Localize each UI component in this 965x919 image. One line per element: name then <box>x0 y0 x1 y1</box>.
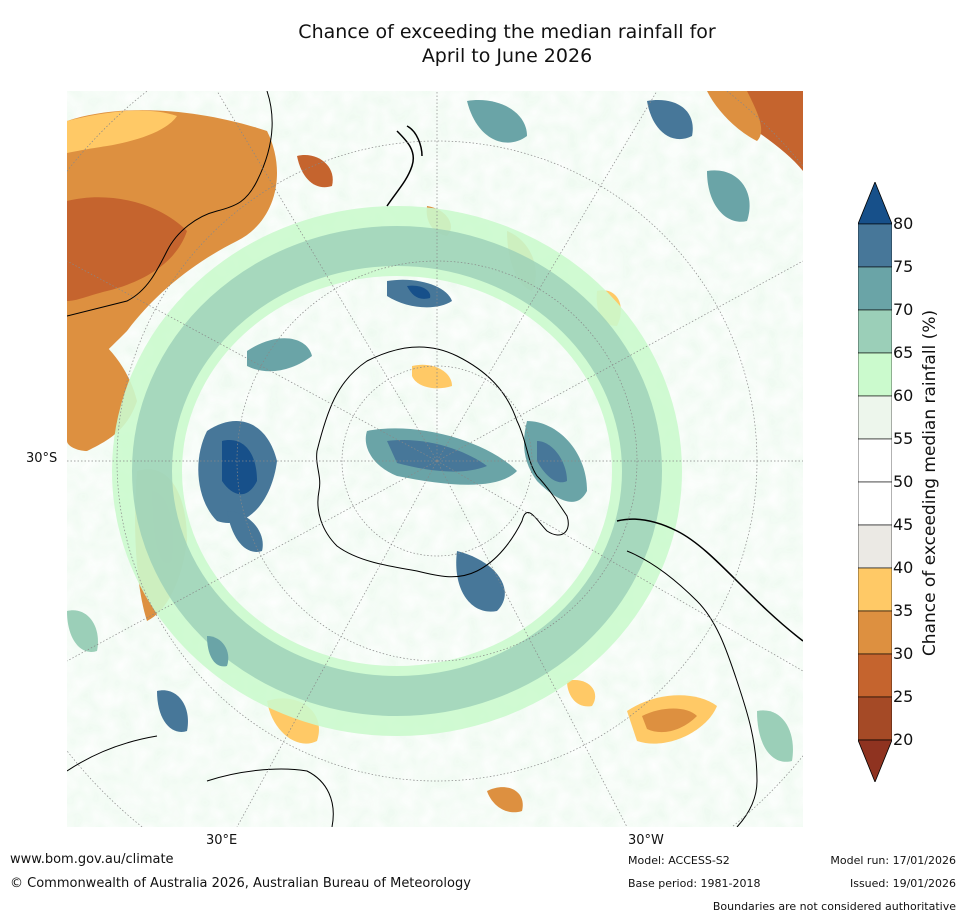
footer-base-period: Base period: 1981-2018 <box>628 877 761 890</box>
colorbar-bin-60-65 <box>858 352 892 397</box>
colorbar-bin-65-70 <box>858 309 892 354</box>
footer-model: Model: ACCESS-S2 <box>628 854 730 867</box>
colorbar-tick-25: 25 <box>893 687 914 706</box>
colorbar-tick-40: 40 <box>893 558 914 577</box>
colorbar-bin-70-75 <box>858 266 892 311</box>
footer-issued: Issued: 19/01/2026 <box>849 877 956 890</box>
colorbar-over-arrow <box>858 182 892 225</box>
footer-website: www.bom.gov.au/climate <box>10 852 174 867</box>
lon-label-30e: 30°E <box>206 833 238 848</box>
colorbar-tick-35: 35 <box>893 601 914 620</box>
colorbar-tick-60: 60 <box>893 386 914 405</box>
colorbar-tick-80: 80 <box>893 214 914 233</box>
title-line-2: April to June 2026 <box>421 45 593 67</box>
footer-model-run: Model run: 17/01/2026 <box>830 854 956 867</box>
colorbar-bin-35-40 <box>858 567 892 612</box>
graticule <box>67 91 803 827</box>
africa-coastline <box>67 91 273 317</box>
lat-label-30s: 30°S <box>26 451 58 466</box>
colorbar-tick-55: 55 <box>893 429 914 448</box>
south-america-coastline-2 <box>626 550 758 827</box>
colorbar-bin-75-80 <box>858 223 892 268</box>
rainfall-probability-map <box>67 91 803 827</box>
australia-coastline <box>67 735 334 827</box>
footer-disclaimer: Boundaries are not considered authoritat… <box>712 900 956 913</box>
colorbar-bin-50-55 <box>858 438 892 483</box>
colorbar-tick-65: 65 <box>893 343 914 362</box>
footer-copyright: © Commonwealth of Australia 2026, Austra… <box>10 876 471 891</box>
map-title: Chance of exceeding the median rainfall … <box>0 20 965 68</box>
new-zealand-coastline <box>386 125 423 207</box>
colorbar-bin-25-30 <box>858 653 892 698</box>
colorbar-under-arrow <box>858 739 892 782</box>
colorbar-tick-75: 75 <box>893 257 914 276</box>
colorbar-bin-55-60 <box>858 395 892 440</box>
colorbar-bin-30-35 <box>858 610 892 655</box>
colorbar-tick-20: 20 <box>893 730 914 749</box>
colorbar-bin-45-50 <box>858 481 892 526</box>
lon-label-30w: 30°W <box>628 833 664 848</box>
colorbar-bin-20-25 <box>858 696 892 741</box>
wet-anomaly-regions <box>67 100 793 762</box>
colorbar <box>858 182 892 782</box>
colorbar-tick-30: 30 <box>893 644 914 663</box>
title-line-1: Chance of exceeding the median rainfall … <box>298 21 716 43</box>
colorbar-bin-40-45 <box>858 524 892 569</box>
colorbar-label: Chance of exceeding median rainfall (%) <box>920 309 940 657</box>
colorbar-tick-45: 45 <box>893 515 914 534</box>
colorbar-tick-50: 50 <box>893 472 914 491</box>
antarctica-outline <box>316 346 569 578</box>
south-america-coastline <box>616 518 803 642</box>
colorbar-tick-70: 70 <box>893 300 914 319</box>
